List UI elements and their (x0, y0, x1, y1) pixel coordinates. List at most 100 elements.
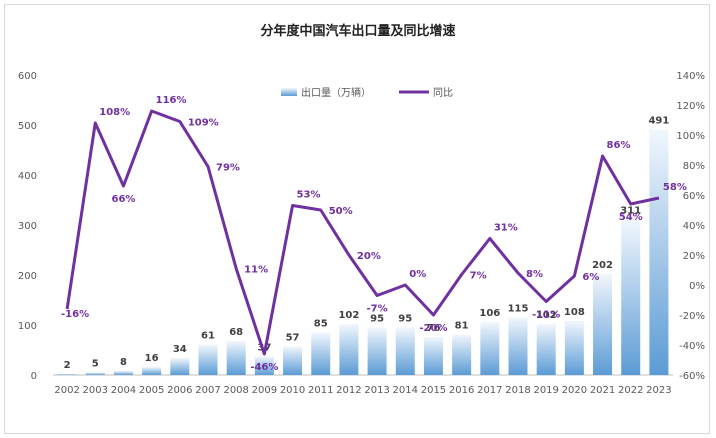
bar-data-label: 202 (592, 260, 613, 271)
bar-data-label: 68 (229, 327, 243, 338)
line-data-label: 20% (357, 251, 381, 262)
x-axis-tick-label: 2015 (421, 385, 446, 396)
right-axis-tick-label: -20% (679, 311, 705, 322)
bar-data-label: 5 (92, 359, 99, 370)
right-axis-tick-label: 40% (683, 221, 705, 232)
x-axis-tick-label: 2021 (590, 385, 615, 396)
bar (57, 374, 77, 375)
left-axis-tick-label: 300 (18, 221, 37, 232)
bar-data-label: 115 (508, 304, 529, 315)
bar (85, 372, 105, 375)
bar (339, 324, 359, 375)
bar (198, 344, 218, 375)
bar-data-label: 95 (398, 314, 412, 325)
x-axis-tick-label: 2010 (280, 385, 305, 396)
line-data-label: 31% (494, 223, 518, 234)
chart-svg: 分年度中国汽车出口量及同比增速 0 100 200 300 400 500 600 -60%… (18, 23, 705, 396)
bar-series (57, 129, 669, 375)
line-data-label: 58% (663, 182, 687, 193)
bar (536, 324, 556, 375)
right-axis-tick-label: 140% (676, 71, 705, 82)
line-data-label: 50% (329, 206, 353, 217)
bar-data-label: 102 (338, 310, 359, 321)
bar (170, 358, 190, 375)
bar-data-label: 491 (648, 116, 669, 127)
bar (283, 346, 303, 375)
left-axis-tick-label: 0 (31, 371, 37, 382)
line-data-label: -7% (367, 304, 388, 315)
bar (395, 327, 415, 375)
bar (113, 371, 133, 375)
bar-data-label: 61 (201, 331, 215, 342)
bar-data-label: 85 (314, 319, 328, 330)
line-data-label: 86% (607, 140, 631, 151)
left-axis-tick-label: 100 (18, 321, 37, 332)
legend-bar-swatch (281, 88, 297, 96)
right-axis-tick-label: 20% (683, 251, 705, 262)
bar-data-label: 76 (426, 323, 440, 334)
x-axis-tick-label: 2013 (364, 385, 389, 396)
x-axis-tick-label: 2012 (336, 385, 361, 396)
bar-data-label: 311 (620, 206, 641, 217)
bar-data-label: 34 (173, 344, 187, 355)
left-axis-ticks: 0 100 200 300 400 500 600 (18, 71, 37, 382)
bar-data-label: 8 (120, 357, 127, 368)
line-data-label: 7% (470, 271, 487, 282)
bar (254, 356, 274, 375)
line-data-label: 79% (216, 163, 240, 174)
x-axis-tick-label: 2002 (54, 385, 79, 396)
line-data-label: 6% (582, 272, 599, 283)
right-axis-tick-label: 120% (676, 101, 705, 112)
line-data-label: 53% (297, 190, 321, 201)
bar (311, 332, 331, 375)
x-axis-tick-label: 2006 (167, 385, 192, 396)
x-axis-tick-label: 2005 (139, 385, 164, 396)
legend: 出口量（万辆） 同比 (281, 86, 453, 99)
x-axis-ticks: 2002 2003 2004 2005 2006 2007 2008 2009 2010 2011… (54, 385, 671, 396)
line-data-label: -20% (419, 323, 447, 334)
right-axis-tick-label: 60% (683, 191, 705, 202)
bar (226, 341, 246, 375)
line-data-label: -16% (61, 309, 89, 320)
bar (649, 129, 669, 375)
chart-title: 分年度中国汽车出口量及同比增速 (260, 23, 455, 39)
bar-data-label: 57 (286, 333, 300, 344)
line-data-label: 11% (244, 265, 268, 276)
right-axis-ticks: -60% -40% -20% 0% 20% 40% 60% 80% 100% 120% 140% (676, 71, 705, 382)
bar-data-label: 2 (64, 360, 71, 371)
chart-frame: 分年度中国汽车出口量及同比增速 0 100 200 300 400 500 600 -60%… (4, 4, 710, 434)
right-axis-tick-label: 100% (676, 131, 705, 142)
x-axis-tick-label: 2007 (195, 385, 220, 396)
left-axis-tick-label: 400 (18, 171, 37, 182)
line-data-label: 54% (619, 212, 643, 223)
left-axis-tick-label: 200 (18, 271, 37, 282)
line-data-label: -46% (250, 362, 278, 373)
right-axis-tick-label: -60% (679, 371, 705, 382)
right-axis-tick-label: -40% (679, 341, 705, 352)
x-axis-tick-label: 2017 (477, 385, 502, 396)
left-axis-tick-label: 600 (18, 71, 37, 82)
bar (142, 367, 162, 375)
left-axis-tick-label: 500 (18, 121, 37, 132)
right-axis-tick-label: 80% (683, 161, 705, 172)
x-axis-tick-label: 2016 (449, 385, 474, 396)
legend-line-label: 同比 (433, 87, 453, 99)
bar-data-label: 102 (536, 310, 557, 321)
x-axis-tick-label: 2003 (83, 385, 108, 396)
x-axis-tick-label: 2011 (308, 385, 333, 396)
line-data-labels: -16%108%66%116%109%79%11%-46%53%50%20%-7… (61, 95, 687, 373)
bar-data-label: 81 (455, 321, 469, 332)
right-axis-tick-label: 0% (689, 281, 705, 292)
x-axis-tick-label: 2004 (111, 385, 136, 396)
x-axis-tick-label: 2014 (393, 385, 418, 396)
bar (367, 327, 387, 375)
bar-data-label: 95 (370, 314, 384, 325)
line-data-label: 8% (526, 269, 543, 280)
line-data-label: 108% (99, 107, 130, 118)
bar-data-label: 106 (479, 308, 500, 319)
legend-bar-label: 出口量（万辆） (301, 86, 371, 99)
x-axis-tick-label: 2008 (223, 385, 248, 396)
x-axis-tick-label: 2009 (252, 385, 277, 396)
x-axis-tick-label: 2018 (505, 385, 530, 396)
